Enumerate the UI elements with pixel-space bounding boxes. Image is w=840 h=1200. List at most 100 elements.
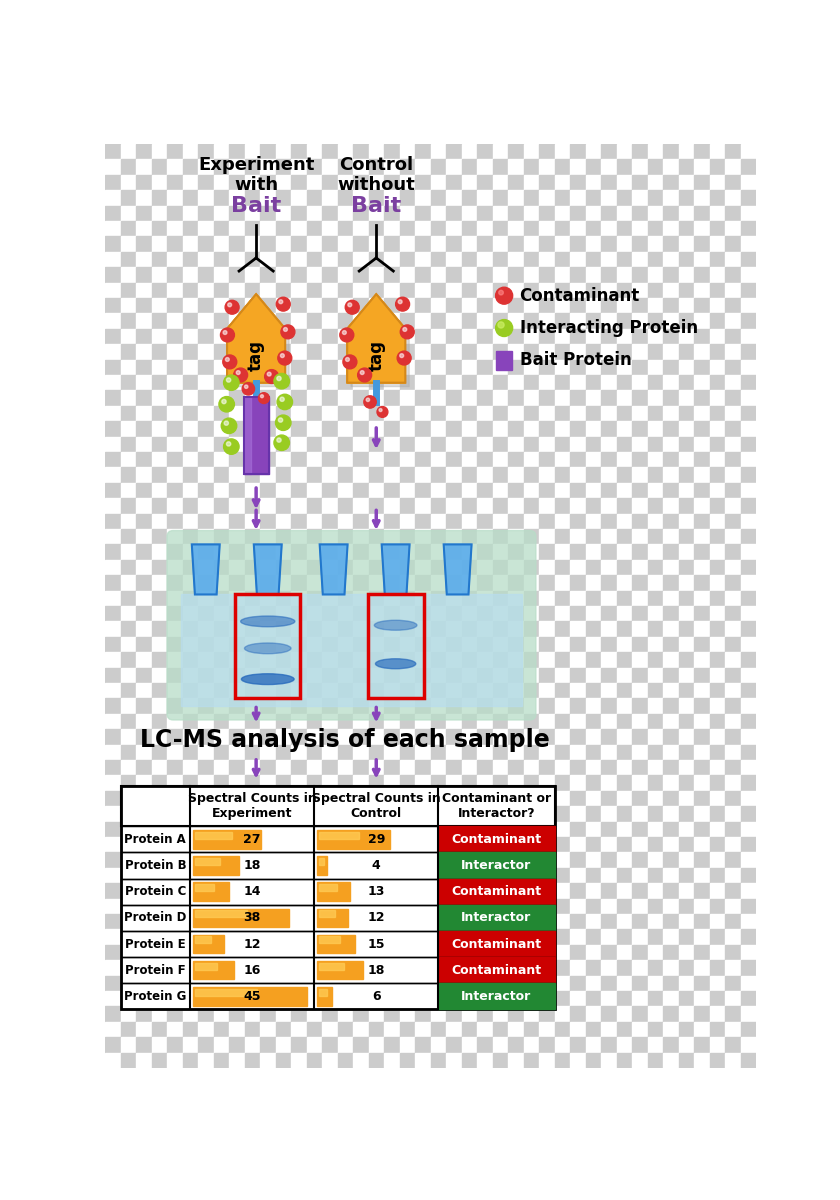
Bar [710,838,725,852]
Circle shape [340,328,354,342]
Bar [291,883,307,899]
Bar [213,1007,229,1021]
Bar [694,559,710,575]
Bar [710,806,725,822]
Bar [663,360,679,374]
Bar [648,929,663,944]
Polygon shape [381,545,410,594]
Bar [120,958,554,983]
Bar [400,313,415,329]
Bar [694,545,710,559]
Bar [276,791,291,806]
Bar [710,883,725,899]
Bar [570,406,585,421]
Bar [446,190,461,205]
Bar [151,236,167,252]
Bar [120,983,554,1009]
Bar [492,360,508,374]
Bar [120,931,554,958]
Bar [741,1052,756,1068]
Bar [322,760,338,775]
Bar [570,637,585,652]
Bar [741,637,756,652]
Bar [694,667,710,683]
Bar [570,390,585,406]
Bar [539,268,554,282]
Bar [353,714,369,730]
Bar [244,991,260,1007]
Bar [322,421,338,437]
Bar [663,252,679,268]
Text: Interactor: Interactor [461,990,532,1003]
Bar [446,236,461,252]
Bar [477,606,492,622]
Bar [213,714,229,730]
Bar [307,221,322,236]
Bar [679,775,694,791]
Bar [663,760,679,775]
Bar [415,175,431,190]
Bar [244,760,260,775]
Bar [508,313,523,329]
Bar [585,622,601,637]
Bar [105,421,120,437]
Bar [291,175,307,190]
Bar [570,806,585,822]
Bar [554,822,570,838]
Bar [260,1007,276,1021]
Bar [554,160,570,175]
Bar [213,683,229,698]
Bar [648,175,663,190]
Bar [213,421,229,437]
Bar [679,991,694,1007]
Bar [276,360,291,374]
Bar [601,1007,617,1021]
Bar [276,468,291,482]
Bar [105,514,120,529]
Bar [679,730,694,744]
Bar [508,282,523,298]
Bar [477,852,492,868]
Bar [105,282,120,298]
Bar [725,144,741,160]
Bar [648,622,663,637]
Bar [679,329,694,344]
Bar [400,160,415,175]
Bar [570,760,585,775]
Bar [492,683,508,698]
Bar [260,252,276,268]
Bar [229,606,244,622]
Bar [570,667,585,683]
Bar [694,514,710,529]
Bar [400,374,415,390]
Bar [120,637,136,652]
Bar [617,1007,632,1021]
Bar [431,482,446,498]
Bar [229,1037,244,1052]
Bar [539,838,554,852]
Bar [554,390,570,406]
Bar [260,791,276,806]
Bar [213,653,229,667]
Bar [617,806,632,822]
Bar [648,452,663,467]
Bar [648,468,663,482]
Bar [307,175,322,190]
Bar [120,344,136,360]
Polygon shape [351,298,409,386]
Bar [353,1007,369,1021]
Bar [431,498,446,514]
Bar [710,559,725,575]
Bar [291,791,307,806]
Bar [585,929,601,944]
Bar [725,205,741,221]
Bar [508,929,523,944]
Bar [570,514,585,529]
Bar [244,452,260,467]
Bar [260,1052,276,1068]
Bar [213,144,229,160]
Bar [461,667,477,683]
Bar [617,545,632,559]
Bar [694,991,710,1007]
Bar [338,144,353,160]
